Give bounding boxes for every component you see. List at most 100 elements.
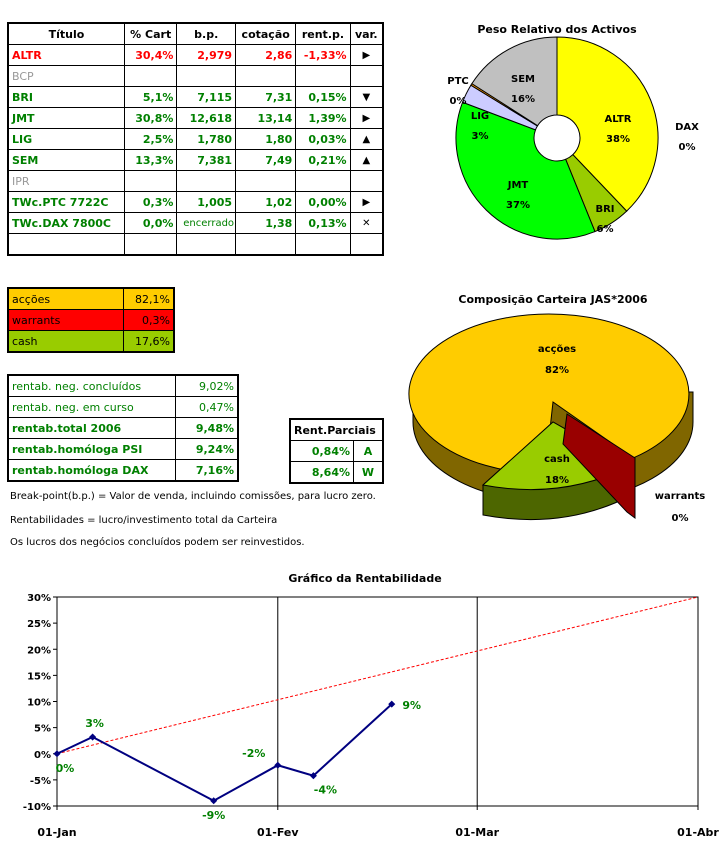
- y-tick-label: 20%: [27, 645, 51, 656]
- pie3d-slice-accoes-side: [412, 391, 694, 503]
- data-label: -9%: [202, 809, 225, 822]
- returns-value: 7,16%: [175, 459, 239, 482]
- allocation-row: cash 17,6%: [7, 330, 175, 353]
- donut-title: Peso Relativo dos Activos: [477, 23, 637, 36]
- y-tick-label: -5%: [30, 776, 51, 787]
- title-cell: BRI: [7, 86, 125, 108]
- var-arrow-icon: ▶: [349, 44, 384, 66]
- donut-pct-lig: 3%: [472, 131, 489, 142]
- table-row: BCP: [7, 65, 384, 87]
- title-cell: ALTR: [7, 44, 125, 66]
- data-point: [53, 750, 61, 758]
- pie3d-label-accoes: acções: [538, 344, 576, 355]
- data-label: 9%: [402, 699, 421, 712]
- plot-area: [56, 596, 699, 807]
- data-point: [210, 797, 218, 805]
- table-row: TWc.PTC 7722C 0,3% 1,005 1,02 0,00% ▶: [7, 191, 384, 213]
- data-point: [274, 761, 282, 769]
- pie3d-label-warrants: warrants: [655, 491, 705, 502]
- donut-slice-lig: [461, 84, 539, 131]
- var-arrow-icon: ▲: [349, 149, 384, 171]
- y-tick-label: 30%: [27, 593, 51, 604]
- rent-cell: [295, 233, 351, 256]
- partials-row: 0,84% A: [289, 440, 384, 462]
- allocation-value: 17,6%: [123, 330, 175, 353]
- var-arrow-icon: ▶: [349, 107, 384, 129]
- donut-slice-altr: [556, 36, 659, 212]
- x-tick-label: 01-Fev: [257, 826, 299, 839]
- pie3d-pct-warrants: 0%: [672, 513, 689, 524]
- note-breakpoint: Break-point(b.p.) = Valor de venda, incl…: [10, 491, 376, 502]
- donut-pct-dax: 0%: [679, 142, 696, 153]
- return-line: [56, 703, 393, 802]
- donut-pct-jmt: 37%: [506, 200, 530, 211]
- table-row: ALTR 30,4% 2,979 2,86 -1,33% ▶: [7, 44, 384, 66]
- allocation-label: acções: [7, 287, 124, 310]
- bp-cell: 1,005: [176, 191, 237, 213]
- bp-cell: 2,979: [176, 44, 237, 66]
- cart-cell: 2,5%: [123, 128, 178, 150]
- rent-cell: 0,03%: [295, 128, 351, 150]
- bp-cell: 7,115: [176, 86, 237, 108]
- var-arrow-icon: [349, 170, 384, 192]
- cart-cell: [123, 65, 178, 87]
- data-point: [89, 733, 97, 741]
- table-row: [7, 233, 384, 256]
- cotacao-cell: 1,38: [235, 212, 297, 234]
- returns-value: 9,48%: [175, 417, 239, 439]
- pie3d-slice-cash-side: [482, 421, 631, 521]
- returns-row: rentab.homóloga DAX 7,16%: [7, 459, 239, 482]
- table-row: LIG 2,5% 1,780 1,80 0,03% ▲: [7, 128, 384, 150]
- partials-value: 8,64%: [289, 461, 354, 484]
- var-arrow-icon: ▶: [349, 191, 384, 213]
- rent-cell: [295, 170, 351, 192]
- rent-cell: 0,15%: [295, 86, 351, 108]
- returns-label: rentab. neg. concluídos: [7, 374, 176, 397]
- header-4: rent.p.: [295, 22, 351, 45]
- donut-pct-ptc: 0%: [450, 96, 467, 107]
- cart-cell: 30,8%: [123, 107, 178, 129]
- rent-cell: [295, 65, 351, 87]
- donut-label-bri: BRI: [595, 204, 614, 215]
- donut-slice-ptc: [470, 82, 539, 127]
- cotacao-cell: 13,14: [235, 107, 297, 129]
- header-2: b.p.: [176, 22, 237, 45]
- donut-label-altr: ALTR: [605, 114, 632, 125]
- cotacao-cell: [235, 65, 297, 87]
- x-tick-label: 01-Abr: [677, 826, 719, 839]
- title-cell: LIG: [7, 128, 125, 150]
- donut-label-lig: LIG: [471, 111, 489, 122]
- y-tick-label: 5%: [34, 724, 51, 735]
- data-label: 0%: [56, 762, 75, 775]
- donut-slice-bri: [564, 153, 628, 233]
- allocation-label: warrants: [7, 309, 124, 331]
- title-cell: IPR: [7, 170, 125, 192]
- pie3d-title: Composição Carteira JAS*2006: [458, 293, 648, 306]
- donut-slice-sem: [471, 36, 558, 127]
- title-cell: TWc.DAX 7800C: [7, 212, 125, 234]
- holdings-table: Título% Cart b.p. cotação rent.p. var. ALTR …: [7, 22, 384, 256]
- header-1: % Cart: [123, 22, 178, 45]
- cart-cell: 0,0%: [123, 212, 178, 234]
- data-label: 3%: [85, 717, 104, 730]
- y-tick-label: 15%: [27, 671, 51, 682]
- allocation-row: acções 82,1%: [7, 287, 175, 310]
- donut-label-ptc: PTC: [447, 76, 469, 87]
- var-arrow-icon: ▼: [349, 86, 384, 108]
- cotacao-cell: [235, 170, 297, 192]
- bp-cell: 1,780: [176, 128, 237, 150]
- allocation-table: acções 82,1% warrants 0,3% cash 17,6%: [7, 287, 175, 353]
- returns-label: rentab. neg. em curso: [7, 396, 176, 418]
- cotacao-cell: 7,49: [235, 149, 297, 171]
- cotacao-cell: 2,86: [235, 44, 297, 66]
- donut-label-jmt: JMT: [507, 180, 529, 191]
- pie3d-slice-cash: [481, 421, 632, 491]
- partials-row: 8,64% W: [289, 461, 384, 484]
- header-5: var.: [349, 22, 384, 45]
- bp-cell: encerrado: [176, 212, 237, 234]
- table-row: BRI 5,1% 7,115 7,31 0,15% ▼: [7, 86, 384, 108]
- bp-cell: [176, 170, 237, 192]
- var-arrow-icon: [349, 233, 384, 256]
- partials-tag: A: [353, 440, 384, 462]
- returns-row: rentab. neg. concluídos 9,02%: [7, 374, 239, 397]
